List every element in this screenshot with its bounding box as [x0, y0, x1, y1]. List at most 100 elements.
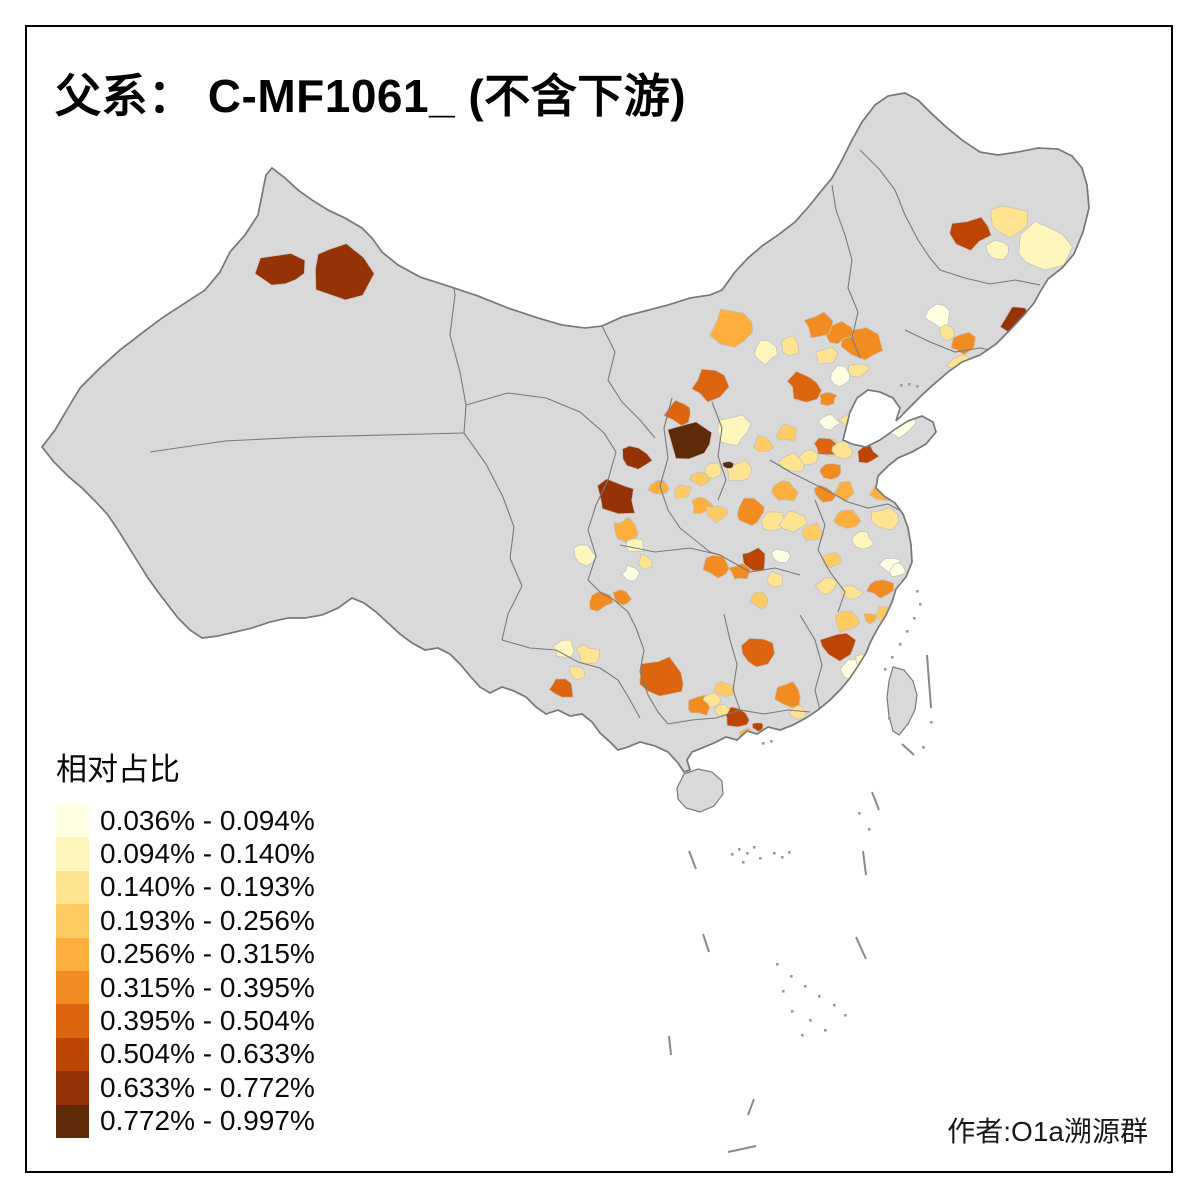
map-region — [786, 370, 823, 403]
island-dot — [919, 603, 922, 606]
map-region — [713, 703, 731, 718]
legend-swatch — [56, 1071, 89, 1105]
island-dot — [788, 851, 791, 854]
plot-frame — [25, 25, 1173, 1173]
island-dot — [770, 740, 773, 743]
legend-swatch — [56, 937, 89, 971]
legend-row: 0.395% - 0.504% — [56, 1004, 315, 1038]
map-region — [612, 589, 633, 606]
province-border-line — [587, 451, 617, 581]
map-region — [552, 639, 575, 658]
map-region — [760, 511, 785, 532]
map-region — [770, 480, 799, 502]
legend-swatch — [56, 804, 89, 838]
map-region — [873, 647, 883, 657]
island-dot — [899, 643, 902, 646]
island-dot — [809, 1019, 812, 1022]
map-region — [722, 460, 734, 469]
map-region — [818, 414, 842, 431]
dash-segment — [702, 933, 710, 953]
province-border-line — [859, 149, 941, 271]
map-region — [713, 680, 736, 697]
legend-label: 0.315% - 0.395% — [100, 971, 315, 1003]
island-dot — [731, 853, 734, 856]
island-dot — [801, 1034, 804, 1037]
legend-swatch — [56, 870, 89, 905]
province-border-line — [667, 709, 811, 725]
province-border-line — [769, 459, 849, 503]
map-region — [688, 471, 711, 487]
island-dot — [913, 617, 916, 620]
map-region — [778, 510, 808, 533]
legend-row: 0.094% - 0.140% — [56, 837, 315, 871]
map-region — [766, 570, 784, 588]
legend-label: 0.395% - 0.504% — [100, 1005, 315, 1037]
map-region — [788, 704, 807, 720]
map-region — [985, 239, 1009, 260]
map-region — [857, 443, 880, 464]
island-dot — [868, 828, 871, 831]
island-dot — [900, 384, 903, 387]
map-region — [709, 308, 754, 348]
map-region — [575, 643, 601, 664]
legend-label: 0.256% - 0.315% — [100, 938, 315, 970]
island-dot — [930, 721, 933, 724]
page-title: 父系： C-MF1061_ (不含下游) — [55, 70, 687, 122]
province-border-line — [831, 184, 861, 359]
island-dot — [908, 383, 911, 386]
dash-segment — [901, 743, 915, 756]
map-region — [736, 497, 765, 527]
map-region — [803, 311, 834, 339]
map-region — [813, 484, 837, 503]
island-dot — [762, 742, 765, 745]
island-dot — [922, 746, 925, 749]
island-dot — [804, 985, 807, 988]
country-outline — [40, 92, 1090, 773]
map-region — [751, 722, 764, 732]
map-region — [815, 346, 839, 365]
map-region — [949, 216, 992, 252]
province-border-line — [814, 499, 846, 613]
island-dot — [781, 856, 784, 859]
province-border-line — [904, 329, 1001, 353]
map-region — [749, 591, 769, 611]
legend-rows: 0.036% - 0.094% 0.094% - 0.140% 0.140% - 0… — [56, 804, 315, 1138]
map-region — [704, 462, 723, 480]
map-region — [548, 678, 574, 698]
province-border-line — [587, 579, 637, 629]
map-region — [637, 554, 653, 571]
map-region — [702, 554, 730, 579]
legend-row: 0.140% - 0.193% — [56, 870, 315, 905]
legend-swatch — [56, 1104, 89, 1138]
map-region — [621, 445, 653, 470]
province-border-line — [601, 325, 656, 439]
dash-segment — [855, 936, 867, 960]
dash-segment — [871, 791, 880, 811]
map-region — [801, 522, 825, 541]
legend-label: 0.504% - 0.633% — [100, 1038, 315, 1070]
attribution: 作者:O1a溯源群 — [947, 1116, 1148, 1147]
dash-segment — [926, 654, 932, 709]
legend-row: 0.315% - 0.395% — [56, 970, 315, 1005]
map-region — [596, 478, 636, 515]
island-dot — [818, 995, 821, 998]
map-region — [573, 544, 598, 567]
legend-row: 0.633% - 0.772% — [56, 1071, 315, 1105]
map-region — [727, 562, 751, 580]
legend-row: 0.772% - 0.997% — [56, 1104, 315, 1138]
map-region — [702, 691, 721, 709]
province-border-line — [723, 613, 741, 711]
island-dot — [833, 1004, 836, 1007]
map-region — [781, 335, 800, 357]
map-region — [814, 577, 838, 596]
island-dot — [858, 812, 861, 815]
map-region — [831, 440, 853, 460]
map-region — [753, 435, 775, 452]
map-region — [830, 365, 851, 388]
dash-segment — [862, 850, 867, 876]
province-border-line — [847, 501, 904, 513]
legend-title: 相对占比 — [56, 752, 180, 787]
island-dot — [791, 1010, 794, 1013]
province-border-line — [463, 432, 523, 641]
